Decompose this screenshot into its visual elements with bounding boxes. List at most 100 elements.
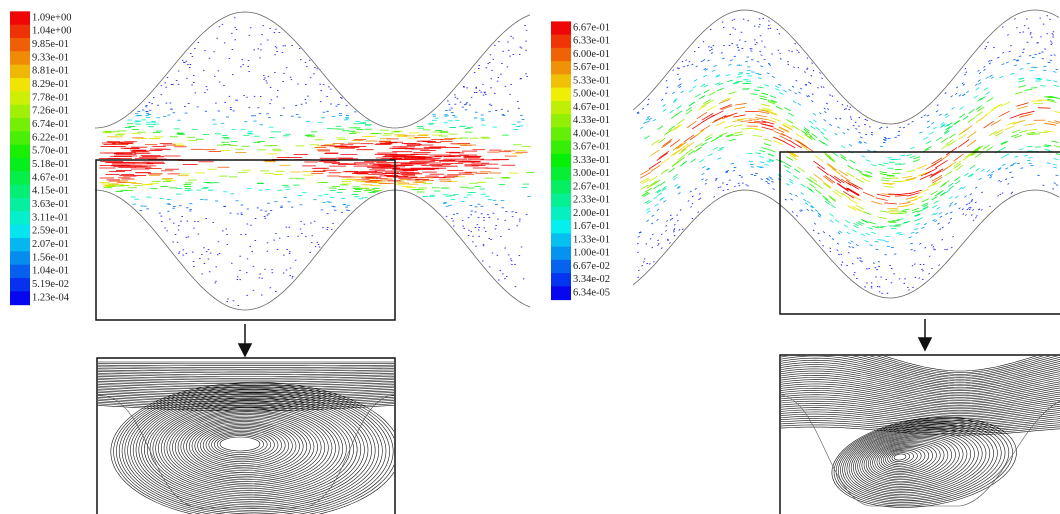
velocity-vector xyxy=(685,148,693,155)
streamline xyxy=(842,423,998,500)
velocity-vector xyxy=(1053,182,1056,184)
velocity-vector xyxy=(977,69,980,72)
velocity-vector xyxy=(691,202,694,205)
velocity-vector xyxy=(644,187,652,193)
velocity-vector xyxy=(881,177,891,180)
velocity-vector xyxy=(829,247,832,250)
velocity-vector xyxy=(911,121,914,123)
velocity-vector xyxy=(668,125,675,131)
streamline xyxy=(98,382,394,386)
velocity-vector xyxy=(656,152,668,161)
velocity-vector xyxy=(990,59,993,62)
velocity-vector xyxy=(1037,99,1049,101)
velocity-vector xyxy=(725,74,731,77)
velocity-vector xyxy=(903,221,910,224)
streamline xyxy=(781,356,1060,382)
velocity-vector xyxy=(1016,102,1029,107)
velocity-vector xyxy=(805,83,808,86)
streamline xyxy=(163,408,333,488)
velocity-vector xyxy=(817,232,820,235)
velocity-vector xyxy=(1053,71,1057,73)
velocity-vector xyxy=(880,225,887,228)
velocity-vector xyxy=(997,179,1001,182)
velocity-vector xyxy=(666,220,668,222)
streamline xyxy=(194,424,293,468)
velocity-vector xyxy=(794,168,801,173)
velocity-vector xyxy=(958,133,967,140)
velocity-vector xyxy=(723,112,738,118)
velocity-vector xyxy=(855,204,865,210)
velocity-vector xyxy=(660,168,669,175)
velocity-vector xyxy=(721,97,732,102)
velocity-vector xyxy=(713,196,715,198)
velocity-vector xyxy=(900,154,906,157)
velocity-vector xyxy=(894,168,902,171)
velocity-vector xyxy=(646,210,651,214)
velocity-vector xyxy=(715,82,721,86)
streamline xyxy=(844,424,994,498)
velocity-vector xyxy=(923,137,928,140)
velocity-vector xyxy=(678,148,687,155)
velocity-vector xyxy=(814,188,822,195)
legend-label: 1.00e-01 xyxy=(573,248,610,259)
velocity-vector xyxy=(728,64,732,66)
velocity-vector xyxy=(965,71,968,74)
velocity-vector xyxy=(995,131,1004,137)
velocity-vector xyxy=(670,149,680,157)
velocity-vector xyxy=(806,208,810,211)
velocity-vector xyxy=(650,164,661,172)
velocity-vector xyxy=(736,76,742,78)
streamline xyxy=(191,422,297,470)
velocity-vector xyxy=(908,236,912,239)
velocity-vector xyxy=(1005,61,1009,64)
velocity-vector xyxy=(786,119,794,124)
velocity-vector xyxy=(1018,85,1026,88)
velocity-vector xyxy=(698,95,706,100)
velocity-vector xyxy=(875,197,888,201)
velocity-vector xyxy=(706,167,711,171)
velocity-vector xyxy=(925,140,932,144)
velocity-vector xyxy=(855,168,863,173)
streamline xyxy=(883,447,926,469)
velocity-vector xyxy=(785,170,792,174)
velocity-vector xyxy=(953,153,964,162)
velocity-vector xyxy=(775,88,780,91)
streamline xyxy=(781,400,1060,416)
velocity-vector xyxy=(876,193,891,198)
streamline xyxy=(188,421,300,472)
velocity-vector xyxy=(829,94,831,96)
velocity-vector xyxy=(954,176,961,182)
velocity-vector xyxy=(906,154,912,157)
streamline xyxy=(781,402,1060,418)
legend-swatch xyxy=(551,233,571,248)
cavity-wall xyxy=(98,394,394,509)
velocity-vector xyxy=(856,222,863,226)
legend-swatch xyxy=(551,74,571,89)
velocity-vector xyxy=(974,111,983,118)
velocity-vector xyxy=(678,78,681,81)
streamline xyxy=(98,384,394,388)
velocity-vector xyxy=(1000,147,1006,151)
legend-label: 1.56e-01 xyxy=(32,252,69,263)
velocity-vector xyxy=(939,215,943,218)
streamline xyxy=(880,446,930,471)
legend-swatch xyxy=(551,180,571,195)
velocity-vector xyxy=(824,111,827,114)
velocity-vector xyxy=(975,215,978,217)
streamline xyxy=(781,366,1060,390)
streamline xyxy=(781,379,1060,400)
velocity-vector xyxy=(902,222,909,224)
velocity-vector xyxy=(764,163,769,166)
velocity-vector xyxy=(918,277,921,279)
velocity-vector xyxy=(870,132,874,134)
velocity-vector xyxy=(920,116,923,119)
velocity-vector xyxy=(944,113,948,116)
velocity-vector xyxy=(948,185,955,190)
velocity-vector xyxy=(905,178,916,182)
legend-label: 2.67e-01 xyxy=(573,181,610,192)
velocity-vector xyxy=(824,198,831,204)
velocity-vector xyxy=(666,86,669,89)
velocity-vector xyxy=(654,203,659,207)
velocity-vector xyxy=(657,192,663,197)
velocity-vector xyxy=(698,198,700,201)
